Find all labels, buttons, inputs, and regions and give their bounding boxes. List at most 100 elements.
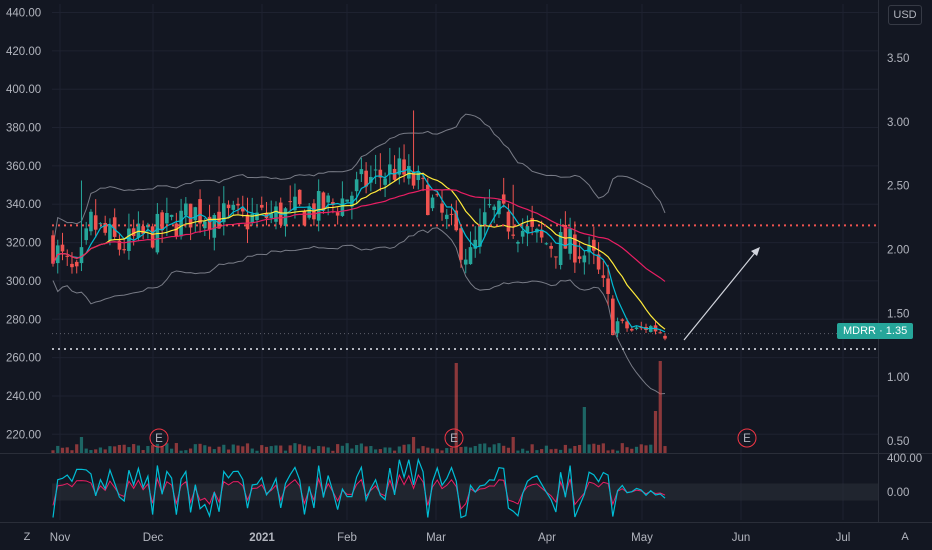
- volume-bar: [217, 446, 221, 453]
- candle-body: [544, 243, 549, 245]
- volume-bar: [279, 445, 283, 453]
- candle-body: [340, 198, 345, 216]
- zoom-button[interactable]: Z: [23, 531, 31, 543]
- candle-body: [539, 230, 544, 238]
- volume-bar: [416, 448, 420, 453]
- candle-body: [51, 235, 55, 264]
- candle-body: [335, 212, 340, 216]
- volume-bar: [355, 445, 359, 453]
- volume-bar: [658, 361, 662, 453]
- candle-body: [203, 221, 207, 229]
- volume-bar: [94, 449, 98, 453]
- left-price-axis: 440.00 420.00 400.00 380.00 360.00 340.00 320.…: [6, 8, 41, 442]
- candle-body: [487, 204, 492, 206]
- date-label: Mar: [426, 532, 446, 544]
- candle-body: [592, 239, 596, 251]
- auto-scale-button[interactable]: A: [901, 531, 909, 543]
- date-label: Apr: [538, 532, 556, 544]
- candle-body: [354, 179, 359, 192]
- price-value: 1.35: [885, 325, 908, 337]
- right-tick-label: 3.00: [887, 117, 909, 129]
- earnings-marker: [149, 428, 169, 448]
- right-price-axis[interactable]: 3.50 3.00 2.50 2.00 1.50 1.00 0.50 400.00 0.00: [887, 53, 922, 499]
- volume-bar: [75, 444, 79, 453]
- left-tick-label: 280.00: [6, 314, 41, 326]
- time-axis[interactable]: Nov Dec 2021 Feb Mar Apr May Jun Jul: [50, 532, 851, 544]
- candle-body: [639, 327, 644, 329]
- candle-body: [516, 241, 520, 244]
- volume-bar: [426, 447, 430, 453]
- volume-bar: [264, 446, 269, 453]
- candle-body: [478, 224, 482, 247]
- candle-body: [497, 200, 501, 215]
- volume-bar: [317, 445, 321, 453]
- candle-body: [634, 327, 639, 330]
- candle-body: [293, 196, 297, 211]
- volume-bar: [117, 444, 122, 453]
- candle-body: [402, 159, 406, 175]
- volume-bar: [392, 450, 397, 453]
- candle-body: [146, 224, 150, 228]
- candle-body: [255, 212, 259, 221]
- ma-fast-line: [52, 167, 666, 333]
- volume-bar: [611, 449, 615, 453]
- volume-bar: [530, 444, 534, 453]
- volume-bar: [468, 447, 473, 453]
- reference-lines: [52, 224, 878, 350]
- volume-bar: [634, 446, 639, 453]
- volume-bar: [625, 447, 629, 453]
- candle-body: [188, 203, 193, 228]
- volume-bar: [321, 446, 326, 453]
- candle-body: [444, 214, 449, 220]
- volume-bar: [89, 450, 93, 453]
- volume-bar: [179, 450, 183, 453]
- candle-body: [506, 211, 511, 232]
- volume-bar: [525, 450, 530, 453]
- candle-body: [492, 206, 497, 211]
- volume-bar: [212, 449, 216, 453]
- candle-body: [473, 239, 478, 249]
- volume-bar: [260, 445, 264, 453]
- volume-bar: [231, 444, 235, 453]
- candle-body: [558, 232, 563, 266]
- volume-bar: [193, 444, 197, 453]
- arrow-shaft: [683, 248, 759, 341]
- volume-bar: [70, 450, 74, 453]
- volume-bar: [269, 446, 273, 453]
- currency-button[interactable]: USD: [888, 5, 922, 25]
- candle-body: [141, 226, 145, 234]
- volume-bar: [207, 446, 212, 453]
- volume-bar: [549, 449, 553, 453]
- right-tick-label: 0.50: [887, 436, 909, 448]
- candle-body: [217, 211, 221, 229]
- candle-body: [373, 169, 378, 171]
- candle-body: [425, 184, 430, 216]
- candle-body: [606, 278, 610, 294]
- arrow-head: [751, 247, 760, 256]
- volume-bar: [606, 450, 610, 453]
- volume-bar: [326, 447, 330, 453]
- left-tick-label: 300.00: [6, 276, 41, 288]
- candle-body: [449, 213, 454, 215]
- earnings-marker: [737, 428, 757, 448]
- volume-bar: [331, 450, 335, 453]
- candle-body: [378, 169, 383, 178]
- moving-averages: [52, 167, 666, 333]
- symbol-label: MDRR: [843, 325, 876, 337]
- volume-bar: [388, 447, 392, 453]
- volume-bar: [151, 445, 155, 453]
- volume-bar: [544, 445, 548, 453]
- candle-body: [520, 230, 525, 237]
- trend-arrow[interactable]: [683, 247, 760, 341]
- volume-bar: [559, 449, 563, 453]
- candle-body: [74, 261, 79, 267]
- volume-bar: [122, 444, 126, 453]
- candle-body: [250, 213, 255, 223]
- volume-bar: [302, 445, 307, 453]
- volume-bar: [155, 443, 159, 453]
- candle-body: [463, 259, 468, 265]
- date-label: Nov: [50, 532, 71, 544]
- volume-bar: [79, 437, 84, 453]
